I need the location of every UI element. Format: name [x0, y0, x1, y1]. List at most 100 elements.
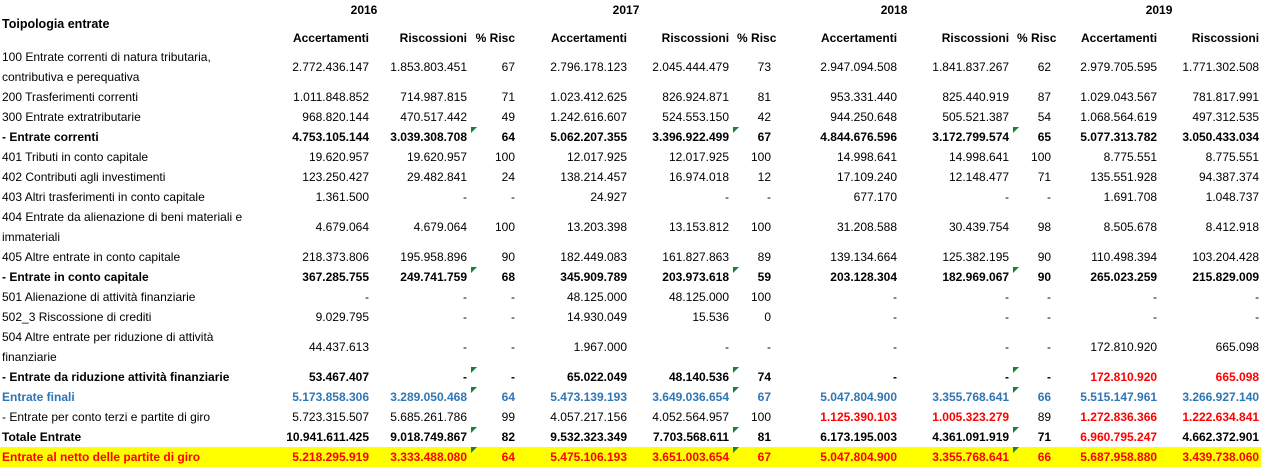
row-label: Entrate al netto delle partite di giro	[0, 447, 257, 467]
cell-accertamenti: 218.373.806	[302, 250, 369, 264]
cell-accertamenti: 1.068.564.619	[1080, 110, 1158, 124]
cell-risc: 66	[1013, 447, 1056, 467]
cell-accertamenti: 2.772.436.147	[292, 60, 369, 74]
cell-risc: 81	[757, 90, 772, 104]
cell-riscossioni: 195.958.896	[400, 250, 468, 264]
cell-riscossioni: 9.018.749.867	[390, 430, 468, 444]
cell-accertamenti: 172.810.920	[1090, 340, 1158, 354]
cell-riscossioni: 826.924.871	[662, 90, 730, 104]
cell-accertamenti: 345.909.789	[560, 270, 628, 284]
cell-accertamenti: 31.208.588	[836, 220, 898, 234]
cell-riscossioni: 3.050.433.034	[1182, 130, 1260, 144]
cell-riscossioni: 524.553.150	[662, 110, 730, 124]
cell-risc: 0	[764, 310, 772, 324]
cell-accertamenti: 5.173.858.306	[292, 390, 369, 404]
table-row: - Entrate correnti 4.753.105.144 3.039.308…	[0, 127, 1261, 147]
table-row: 504 Altre entrate per riduzione di attiv…	[0, 327, 1261, 367]
cell-risc: 65	[1013, 127, 1055, 147]
cell-accertamenti: 4.057.217.156	[550, 410, 628, 424]
cell-accertamenti: 1.023.412.625	[550, 90, 628, 104]
cell-riscossioni: -	[463, 340, 468, 354]
row-label: 300 Entrate extratributarie	[2, 110, 141, 124]
cell-accertamenti: 1.011.848.852	[293, 90, 369, 104]
cell-risc: 100	[751, 150, 772, 164]
row-label: Entrate finali	[2, 390, 75, 404]
cell-risc: 90	[1013, 267, 1055, 287]
cell-risc: -	[511, 190, 516, 204]
cell-accertamenti: 5.515.147.961	[1080, 390, 1158, 404]
cell-risc: 87	[1037, 90, 1052, 104]
cell-risc: 12	[757, 170, 772, 184]
cell-accertamenti: 944.250.648	[830, 110, 898, 124]
cell-accertamenti: 139.134.664	[830, 250, 898, 264]
cell-accertamenti: 4.753.105.144	[292, 130, 369, 144]
cell-riscossioni: -	[1005, 370, 1010, 384]
cell-riscossioni: 3.355.768.641	[901, 447, 1014, 467]
cell-risc: 71	[501, 90, 516, 104]
cell-riscossioni: 203.973.618	[662, 270, 730, 284]
cell-riscossioni: 4.679.064	[413, 220, 468, 234]
cell-accertamenti: 5.218.295.919	[257, 447, 373, 467]
cell-accertamenti: 14.930.049	[566, 310, 628, 324]
cell-accertamenti: 48.125.000	[566, 290, 628, 304]
cell-accertamenti: 14.998.641	[836, 150, 898, 164]
row-label: 401 Tributi in conto capitale	[2, 150, 149, 164]
year-2016: 2016	[350, 2, 378, 17]
cell-accertamenti: 8.505.678	[1103, 220, 1158, 234]
cell-risc: 67	[733, 127, 775, 147]
cell-riscossioni: 48.125.000	[668, 290, 730, 304]
cell-riscossioni: 825.440.919	[942, 90, 1010, 104]
cell-accertamenti: 65.022.049	[566, 370, 628, 384]
col-risc: % Risc	[475, 31, 516, 45]
cell-risc: 54	[1037, 110, 1052, 124]
cell-accertamenti: 5.047.804.900	[820, 390, 898, 404]
cell-risc: -	[511, 310, 516, 324]
table-row: 300 Entrate extratributarie 968.820.144 47…	[0, 107, 1261, 127]
cell-accertamenti: -	[1153, 290, 1158, 304]
cell-risc: 67	[501, 60, 516, 74]
table-row: 405 Altre entrate in conto capitale 218.3…	[0, 247, 1261, 267]
cell-riscossioni: -	[1005, 290, 1010, 304]
cell-risc: 89	[757, 250, 772, 264]
cell-accertamenti: 8.775.551	[1103, 150, 1158, 164]
cell-accertamenti: 13.203.398	[566, 220, 628, 234]
cell-riscossioni: 103.204.428	[1192, 250, 1260, 264]
cell-riscossioni: 2.045.444.479	[652, 60, 730, 74]
table-row: 404 Entrate da alienazione di beni mater…	[0, 207, 1261, 247]
cell-risc: 73	[757, 60, 772, 74]
cell-riscossioni: -	[1005, 190, 1010, 204]
cell-accertamenti: 5.062.207.355	[550, 130, 628, 144]
table-row: 401 Tributi in conto capitale 19.620.957 1…	[0, 147, 1261, 167]
cell-accertamenti: 5.077.313.782	[1080, 130, 1158, 144]
cell-riscossioni: 714.987.815	[400, 90, 468, 104]
cell-riscossioni: 3.289.050.468	[390, 390, 468, 404]
cell-risc: 98	[1037, 220, 1052, 234]
cell-risc: 89	[1037, 410, 1052, 424]
cell-accertamenti: 17.109.240	[836, 170, 898, 184]
cell-risc: 62	[1037, 60, 1052, 74]
cell-risc: 67	[733, 447, 776, 467]
cell-riscossioni: 3.396.922.499	[652, 130, 730, 144]
cell-risc: 49	[501, 110, 516, 124]
cell-risc: 100	[751, 410, 772, 424]
cell-risc: -	[511, 340, 516, 354]
col-riscossioni: Riscossioni	[399, 31, 468, 45]
cell-riscossioni: 665.098	[1215, 370, 1260, 384]
cell-riscossioni: -	[725, 190, 730, 204]
cell-riscossioni: 3.355.768.641	[932, 390, 1010, 404]
cell-riscossioni: -	[725, 340, 730, 354]
cell-accertamenti: 968.820.144	[302, 110, 369, 124]
cell-accertamenti: 19.620.957	[308, 150, 369, 164]
cell-accertamenti: 265.023.259	[1090, 270, 1158, 284]
cell-riscossioni: 215.829.009	[1192, 270, 1260, 284]
table-body: 100 Entrate correnti di natura tributari…	[0, 47, 1261, 467]
cell-accertamenti: -	[1153, 310, 1158, 324]
cell-riscossioni: 1.853.803.451	[390, 60, 468, 74]
cell-riscossioni: -	[463, 190, 468, 204]
cell-accertamenti: 2.947.094.508	[820, 60, 898, 74]
row-label: 405 Altre entrate in conto capitale	[2, 250, 181, 264]
cell-accertamenti: 2.796.178.123	[550, 60, 628, 74]
cell-riscossioni: 13.153.812	[668, 220, 730, 234]
row-label: 402 Contributi agli investimenti	[2, 170, 166, 184]
cell-accertamenti: 367.285.755	[302, 270, 369, 284]
